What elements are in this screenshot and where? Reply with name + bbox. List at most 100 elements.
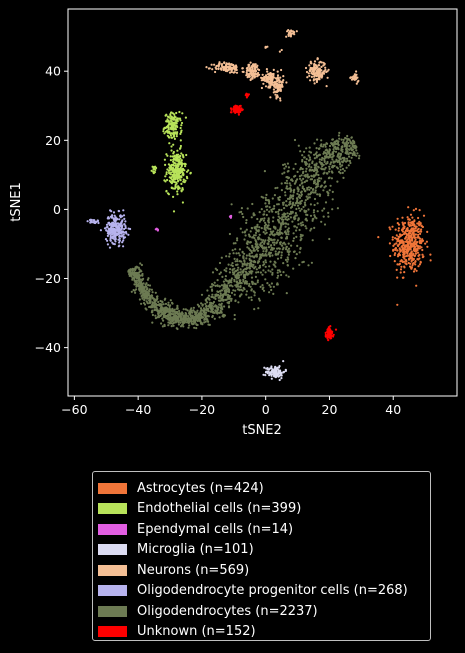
scatter-point <box>306 213 309 217</box>
scatter-point <box>139 281 142 284</box>
scatter-point <box>292 167 295 170</box>
scatter-point <box>257 71 260 75</box>
scatter-point <box>207 309 210 313</box>
x-tick-label: 0 <box>262 402 270 417</box>
scatter-point <box>321 72 324 75</box>
scatter-point <box>285 204 288 207</box>
scatter-point <box>226 301 229 304</box>
scatter-point <box>287 223 290 226</box>
scatter-point <box>299 239 302 242</box>
legend-item: Neurons (n=569) <box>98 560 430 580</box>
scatter-point <box>203 321 206 324</box>
scatter-point <box>245 290 248 293</box>
scatter-point <box>305 158 308 161</box>
scatter-point <box>276 276 279 279</box>
scatter-point <box>170 149 173 152</box>
scatter-point <box>398 263 401 266</box>
scatter-point <box>337 159 341 162</box>
scatter-point <box>231 249 234 252</box>
scatter-point <box>263 78 266 81</box>
scatter-point <box>320 163 323 166</box>
scatter-point <box>270 367 273 370</box>
scatter-point <box>307 264 310 267</box>
scatter-point <box>281 244 284 247</box>
scatter-point <box>190 322 193 325</box>
scatter-point <box>299 167 302 170</box>
scatter-point <box>305 210 308 213</box>
scatter-point <box>330 330 333 333</box>
legend-label: Astrocytes (n=424) <box>137 480 264 496</box>
scatter-point <box>166 178 169 182</box>
scatter-point <box>298 193 301 197</box>
scatter-point <box>223 289 226 292</box>
scatter-point <box>170 117 173 120</box>
scatter-point <box>237 301 240 304</box>
scatter-point <box>255 271 258 274</box>
scatter-point <box>259 271 262 274</box>
scatter-point <box>323 168 326 171</box>
scatter-point <box>298 184 302 187</box>
scatter-point <box>345 160 348 163</box>
scatter-point <box>174 166 178 169</box>
scatter-point <box>248 264 251 267</box>
scatter-point <box>401 260 404 264</box>
legend-item: Oligodendrocytes (n=2237) <box>98 601 430 621</box>
scatter-point <box>220 289 224 292</box>
scatter-point <box>169 317 172 320</box>
scatter-point <box>184 308 187 311</box>
scatter-point <box>211 293 214 296</box>
scatter-point <box>345 151 348 155</box>
scatter-point <box>240 282 243 285</box>
scatter-point <box>247 93 250 96</box>
scatter-point <box>347 153 350 156</box>
scatter-point <box>392 248 395 251</box>
scatter-point <box>218 311 221 314</box>
scatter-point <box>422 214 426 217</box>
scatter-point <box>312 211 315 214</box>
scatter-point <box>322 61 325 64</box>
scatter-point <box>222 287 225 290</box>
scatter-point <box>306 76 309 79</box>
scatter-point <box>178 175 181 178</box>
scatter-point <box>304 174 307 177</box>
scatter-point <box>329 335 332 338</box>
scatter-point <box>110 225 113 229</box>
scatter-point <box>172 313 175 316</box>
scatter-point <box>177 158 180 161</box>
scatter-point <box>115 232 118 235</box>
scatter-point <box>234 260 237 263</box>
scatter-point <box>287 230 290 233</box>
scatter-point <box>268 206 271 209</box>
scatter-point <box>227 282 230 285</box>
scatter-point <box>311 161 314 165</box>
scatter-point <box>176 310 179 313</box>
scatter-point <box>300 199 303 202</box>
scatter-point <box>410 267 413 270</box>
scatter-point <box>177 185 180 188</box>
scatter-point <box>393 260 396 263</box>
scatter-point <box>182 308 185 311</box>
scatter-point <box>274 265 277 268</box>
scatter-point <box>276 253 280 256</box>
scatter-point <box>253 267 256 270</box>
scatter-point <box>227 263 230 266</box>
scatter-point <box>332 161 335 164</box>
scatter-point <box>342 138 345 141</box>
scatter-point <box>269 75 272 78</box>
scatter-point <box>407 222 410 225</box>
scatter-point <box>190 317 193 320</box>
scatter-point <box>297 144 300 147</box>
scatter-point <box>285 179 288 182</box>
scatter-point <box>109 234 112 238</box>
scatter-point <box>265 367 268 370</box>
scatter-point <box>239 227 242 230</box>
scatter-point <box>261 77 265 80</box>
scatter-point <box>172 210 176 213</box>
scatter-point <box>318 193 321 196</box>
scatter-point <box>333 146 336 149</box>
scatter-point <box>217 67 220 71</box>
scatter-point <box>293 182 296 185</box>
scatter-point <box>164 175 167 178</box>
scatter-point <box>211 314 214 318</box>
scatter-point <box>404 231 407 234</box>
